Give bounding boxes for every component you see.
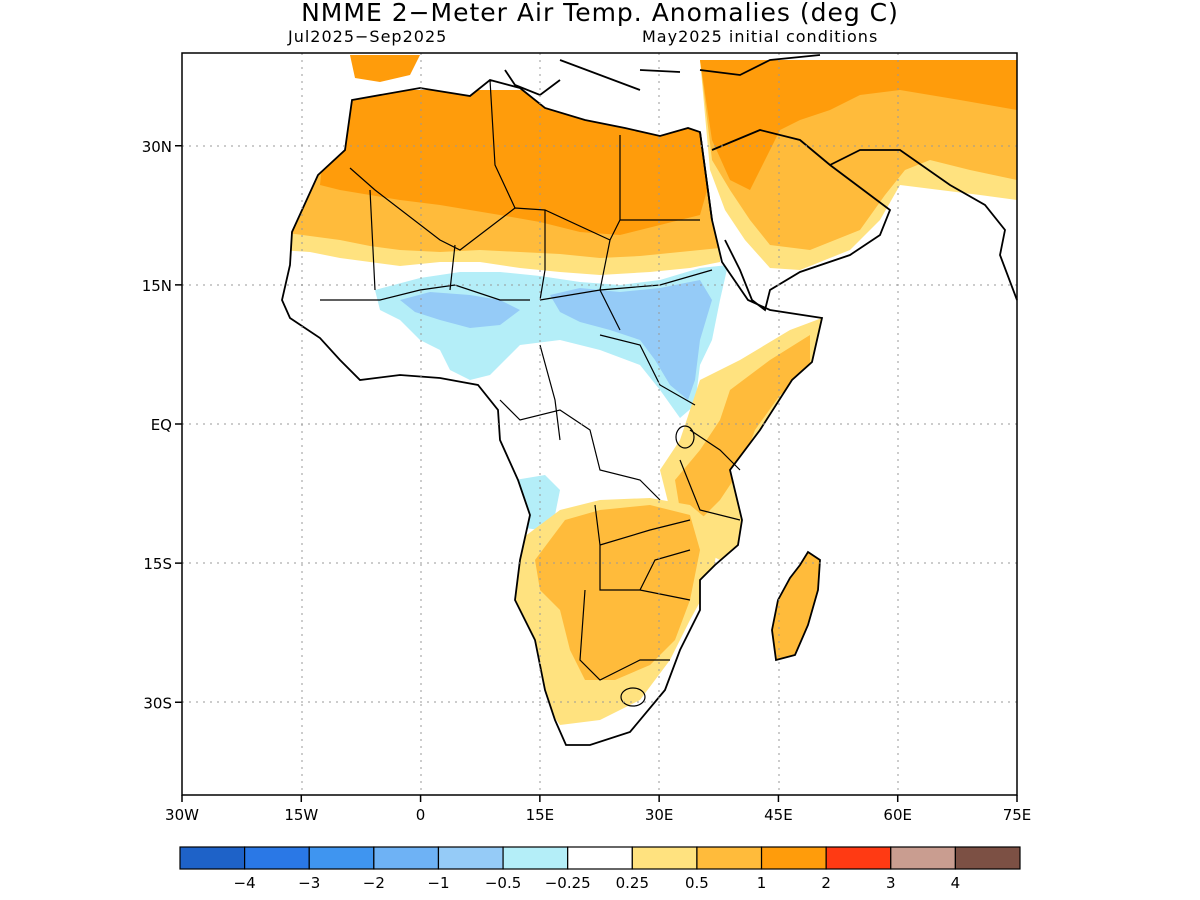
initial-conditions-label: May2025 initial conditions xyxy=(642,27,879,46)
country-borders xyxy=(320,79,741,707)
colorbar-label: −0.5 xyxy=(485,874,521,892)
latitude-axis: 30N 15N EQ 15S 30S xyxy=(142,138,182,712)
lon-tick-label: 60E xyxy=(883,806,912,824)
madagascar-shading xyxy=(771,550,821,662)
anomaly-sudan-cool xyxy=(550,280,712,400)
colorbar-label: −3 xyxy=(298,874,320,892)
colorbar-swatch xyxy=(760,846,827,870)
colorbar-swatch xyxy=(308,846,375,870)
colorbar-swatch xyxy=(244,846,310,870)
colorbar-swatch xyxy=(954,846,1021,870)
map-grid xyxy=(182,53,1017,795)
lon-tick-label: 15W xyxy=(284,806,318,824)
lon-tick-label: 0 xyxy=(416,806,426,824)
colorbar-label: −4 xyxy=(234,874,256,892)
colorbar: −4 −3 −2 −1 −0.5 −0.25 0.25 0.5 1 2 3 4 xyxy=(179,846,1021,892)
map-title: NMME 2−Meter Air Temp. Anomalies (deg C) xyxy=(301,0,899,27)
colorbar-label: 3 xyxy=(886,874,896,892)
colorbar-label: 2 xyxy=(821,874,831,892)
colorbar-swatch xyxy=(631,846,698,870)
colorbar-swatch xyxy=(502,846,569,870)
middle-east-shading xyxy=(350,55,1017,270)
colorbar-label: 0.25 xyxy=(616,874,649,892)
lat-tick-label: 30S xyxy=(143,694,172,712)
lat-tick-label: 30N xyxy=(142,138,172,156)
anomaly-eastafrica-warm xyxy=(675,335,810,520)
longitude-axis: 30W 15W 0 15E 30E 45E 60E 75E xyxy=(165,795,1031,824)
colorbar-swatch xyxy=(890,846,956,870)
colorbar-swatch xyxy=(696,846,763,870)
lat-tick-label: 15S xyxy=(143,555,172,573)
lat-tick-label: EQ xyxy=(151,416,172,434)
coastlines xyxy=(281,54,1018,746)
colorbar-swatch xyxy=(567,846,633,870)
colorbar-label: 1 xyxy=(757,874,767,892)
colorbar-swatch xyxy=(373,846,440,870)
colorbar-swatch xyxy=(825,846,892,870)
colorbar-label: 4 xyxy=(951,874,961,892)
lon-tick-label: 30E xyxy=(645,806,674,824)
season-label: Jul2025−Sep2025 xyxy=(288,27,448,46)
lon-tick-label: 75E xyxy=(1003,806,1032,824)
anomaly-westafrica-cool xyxy=(400,292,520,328)
colorbar-label: 0.5 xyxy=(685,874,709,892)
colorbar-swatch xyxy=(437,846,504,870)
colorbar-label: −2 xyxy=(363,874,385,892)
anomaly-southafrica-warm xyxy=(535,505,700,680)
lat-tick-label: 15N xyxy=(142,277,172,295)
lon-tick-label: 30W xyxy=(165,806,199,824)
colorbar-label: −1 xyxy=(427,874,449,892)
colorbar-swatch xyxy=(179,846,246,870)
colorbar-label: −0.25 xyxy=(545,874,591,892)
lon-tick-label: 15E xyxy=(526,806,555,824)
lon-tick-label: 45E xyxy=(764,806,793,824)
